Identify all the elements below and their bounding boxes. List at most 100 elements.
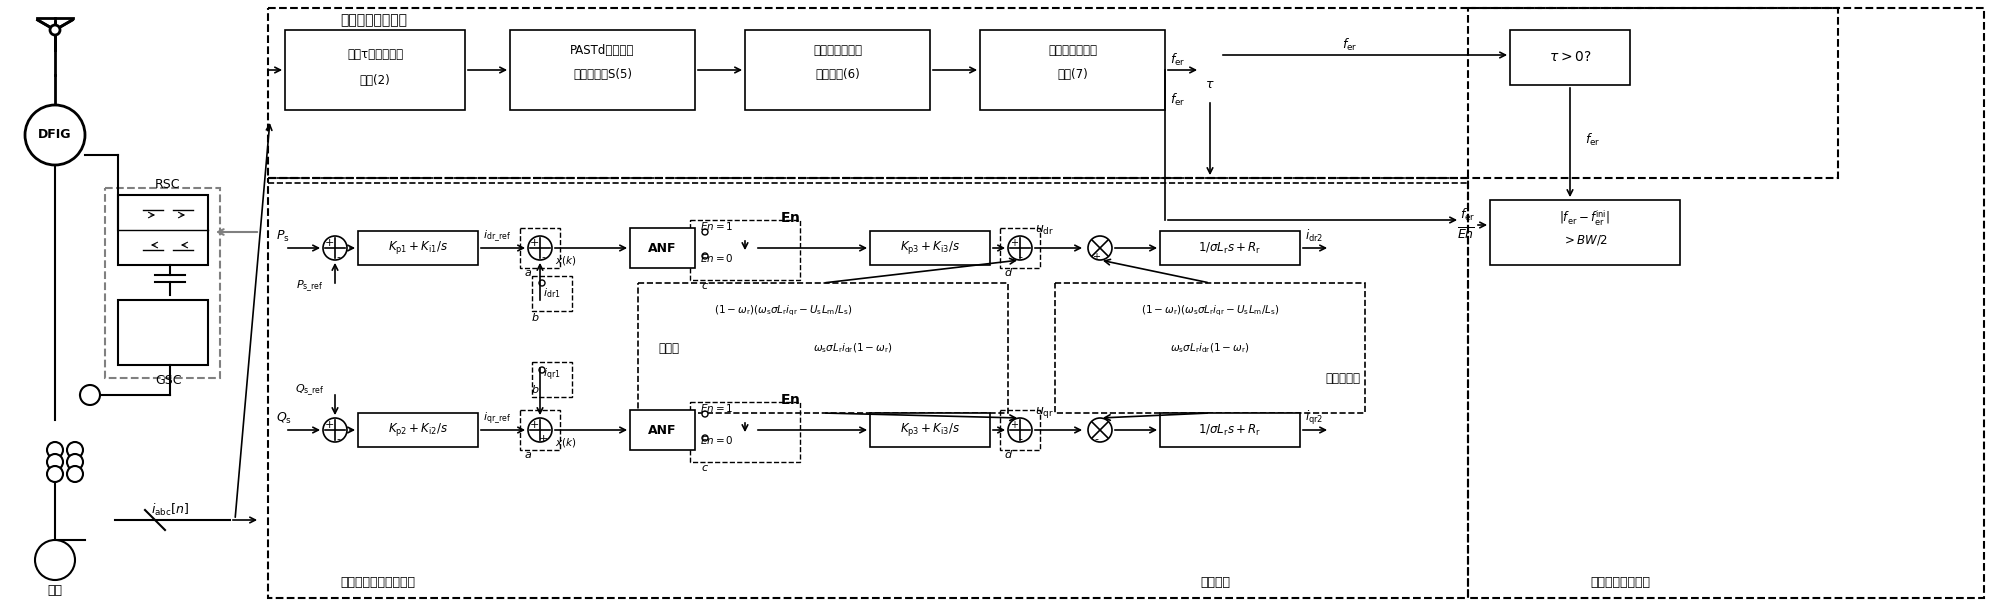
FancyBboxPatch shape — [746, 30, 929, 110]
Text: 采集τ时段的数据: 采集τ时段的数据 — [347, 49, 403, 61]
FancyBboxPatch shape — [118, 195, 207, 265]
Text: $K_{\rm p1}+K_{\rm i1}/s$: $K_{\rm p1}+K_{\rm i1}/s$ — [387, 240, 449, 256]
Text: -: - — [1095, 434, 1099, 444]
Text: $i_{\rm qr1}$: $i_{\rm qr1}$ — [542, 367, 560, 383]
Text: $En=0$: $En=0$ — [700, 434, 734, 446]
Text: $u_{\rm qr}$: $u_{\rm qr}$ — [1035, 405, 1055, 420]
Text: $f_{\rm er}$: $f_{\rm er}$ — [1460, 207, 1476, 223]
Circle shape — [702, 411, 708, 417]
Text: $\overline{En}$: $\overline{En}$ — [1458, 228, 1476, 243]
FancyBboxPatch shape — [118, 300, 207, 365]
Text: $\mathbf{En}$: $\mathbf{En}$ — [780, 211, 800, 225]
FancyBboxPatch shape — [869, 413, 989, 447]
Text: 转子侧变流器控制回路: 转子侧变流器控制回路 — [341, 576, 415, 589]
Circle shape — [528, 236, 552, 260]
Text: ANF: ANF — [648, 241, 676, 255]
Text: $K_{\rm p3}+K_{\rm i3}/s$: $K_{\rm p3}+K_{\rm i3}/s$ — [899, 240, 961, 256]
Text: $(1-\omega_{\rm r})(\omega_{\rm s}\sigma L_{\rm r}i_{\rm qr}-U_{\rm s}L_{\rm m}/: $(1-\omega_{\rm r})(\omega_{\rm s}\sigma… — [1141, 304, 1280, 318]
Text: 补偿项: 补偿项 — [658, 341, 680, 355]
Text: DFIG: DFIG — [38, 128, 72, 141]
Text: $>BW/2$: $>BW/2$ — [1561, 233, 1607, 247]
Text: d: d — [1005, 450, 1011, 460]
Text: $K_{\rm p3}+K_{\rm i3}/s$: $K_{\rm p3}+K_{\rm i3}/s$ — [899, 421, 961, 438]
Text: GSC: GSC — [156, 373, 181, 386]
FancyBboxPatch shape — [510, 30, 696, 110]
FancyBboxPatch shape — [869, 231, 989, 265]
Text: $P_{\rm s\_ref}$: $P_{\rm s\_ref}$ — [297, 278, 323, 294]
Text: $Q_{\rm s\_ref}$: $Q_{\rm s\_ref}$ — [295, 382, 325, 398]
Text: $1/\sigma L_{\rm r}s+R_{\rm r}$: $1/\sigma L_{\rm r}s+R_{\rm r}$ — [1198, 240, 1262, 256]
FancyBboxPatch shape — [979, 30, 1164, 110]
Text: -: - — [337, 252, 341, 262]
Circle shape — [323, 236, 347, 260]
Circle shape — [68, 454, 84, 470]
Circle shape — [1089, 236, 1113, 260]
Text: $x(k)$: $x(k)$ — [554, 436, 576, 449]
Text: +: + — [325, 238, 333, 248]
Circle shape — [538, 367, 544, 373]
Text: $i_{\rm dr2}$: $i_{\rm dr2}$ — [1304, 228, 1324, 244]
Text: $f_{\rm er}$: $f_{\rm er}$ — [1342, 37, 1358, 53]
Text: RSC: RSC — [156, 179, 181, 191]
Circle shape — [68, 442, 84, 458]
Text: b: b — [532, 385, 538, 395]
Text: -: - — [540, 252, 544, 262]
Circle shape — [50, 25, 60, 35]
Text: +: + — [538, 434, 548, 444]
Text: $1/\sigma L_{\rm r}s+R_{\rm r}$: $1/\sigma L_{\rm r}s+R_{\rm r}$ — [1198, 423, 1262, 438]
Text: 电网: 电网 — [48, 583, 62, 597]
Text: +: + — [1011, 420, 1019, 430]
FancyBboxPatch shape — [1161, 231, 1300, 265]
Text: -: - — [337, 434, 341, 444]
Text: $\omega_{\rm s}\sigma L_{\rm r}i_{\rm dr}(1-\omega_{\rm r})$: $\omega_{\rm s}\sigma L_{\rm r}i_{\rm dr… — [814, 341, 893, 355]
Text: $x(k)$: $x(k)$ — [554, 254, 576, 267]
Circle shape — [1009, 236, 1033, 260]
Text: +: + — [1011, 238, 1019, 248]
Circle shape — [26, 105, 86, 165]
Circle shape — [48, 454, 64, 470]
Text: $f_{\rm er}$: $f_{\rm er}$ — [1170, 52, 1184, 68]
Text: $i_{\rm abc}[n]$: $i_{\rm abc}[n]$ — [152, 502, 189, 518]
FancyBboxPatch shape — [630, 228, 696, 268]
Circle shape — [1009, 418, 1033, 442]
Text: d: d — [1005, 268, 1011, 278]
Circle shape — [538, 280, 544, 286]
Text: c: c — [702, 463, 708, 473]
Text: $Q_{\rm s}$: $Q_{\rm s}$ — [275, 411, 291, 426]
FancyBboxPatch shape — [1490, 200, 1681, 265]
Text: $i_{\rm dr1}$: $i_{\rm dr1}$ — [542, 286, 560, 300]
Text: $u_{\rm dr}$: $u_{\rm dr}$ — [1035, 223, 1055, 237]
Text: c: c — [702, 281, 708, 291]
Text: 自适应陷波器触发: 自适应陷波器触发 — [1589, 576, 1649, 589]
FancyBboxPatch shape — [285, 30, 465, 110]
Text: a: a — [524, 450, 532, 460]
Text: -: - — [1019, 252, 1023, 262]
Text: 计算频率及对应: 计算频率及对应 — [814, 43, 861, 57]
Text: $|f_{\rm er}-f_{\rm er}^{\rm ini}|$: $|f_{\rm er}-f_{\rm er}^{\rm ini}|$ — [1559, 208, 1611, 228]
Text: +: + — [325, 420, 333, 430]
Circle shape — [48, 442, 64, 458]
Text: 交叉耦合项: 交叉耦合项 — [1324, 371, 1360, 385]
Text: $i_{\rm qr\_ref}$: $i_{\rm qr\_ref}$ — [483, 410, 510, 426]
FancyBboxPatch shape — [1161, 413, 1300, 447]
Text: $En=1$: $En=1$ — [700, 220, 734, 232]
FancyBboxPatch shape — [359, 413, 479, 447]
Text: $P_{\rm s}$: $P_{\rm s}$ — [275, 228, 289, 244]
Circle shape — [528, 418, 552, 442]
Text: +: + — [528, 238, 538, 248]
Text: b: b — [532, 313, 538, 323]
FancyBboxPatch shape — [1509, 30, 1629, 85]
FancyBboxPatch shape — [630, 410, 696, 450]
Text: 向量(2): 向量(2) — [359, 73, 391, 87]
Circle shape — [68, 466, 84, 482]
Text: $\tau$: $\tau$ — [1204, 78, 1214, 92]
Text: 信号子空间S(5): 信号子空间S(5) — [572, 69, 632, 81]
Text: 外部电路: 外部电路 — [1200, 576, 1230, 589]
Circle shape — [36, 540, 76, 580]
Text: $(1-\omega_{\rm r})(\omega_{\rm s}\sigma L_{\rm r}i_{\rm qr}-U_{\rm s}L_{\rm m}/: $(1-\omega_{\rm r})(\omega_{\rm s}\sigma… — [714, 304, 851, 318]
Text: +: + — [1093, 252, 1101, 262]
Circle shape — [1089, 418, 1113, 442]
Text: $En=1$: $En=1$ — [700, 402, 734, 414]
Text: +: + — [528, 420, 538, 430]
Text: 衰减因子(6): 衰减因子(6) — [816, 69, 859, 81]
